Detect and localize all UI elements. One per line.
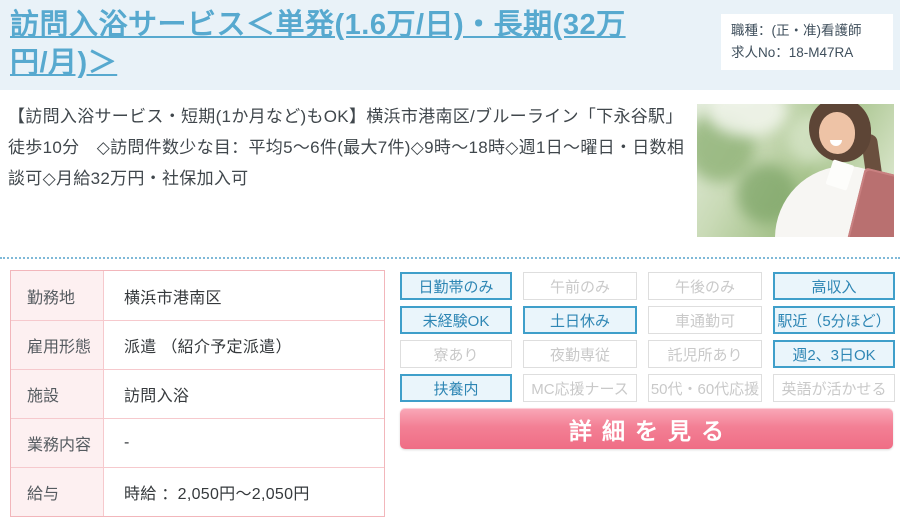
photo-face [819, 112, 855, 154]
job-number-text: 求人No：18-M47RA [731, 45, 854, 60]
table-row: 給与 時給 ：2,050円〜2,050円 [11, 467, 384, 516]
row-label: 業務内容 [11, 419, 104, 467]
row-value: 派遣 （紹介予定派遣） [104, 321, 384, 369]
row-value: 訪問入浴 [104, 370, 384, 418]
row-label: 施設 [11, 370, 104, 418]
feature-tags-grid: 日勤帯のみ 午前のみ 午後のみ 高収入 未経験OK 土日休み 車通勤可 駅近（5… [400, 272, 895, 402]
occupation-text: 職種：(正・准)看護師 [731, 23, 862, 38]
table-row: 業務内容 - [11, 418, 384, 467]
row-label: 勤務地 [11, 271, 104, 320]
tag-high-income: 高収入 [773, 272, 895, 300]
header-band: 訪問入浴サービス＜単発(1.6万/日)・長期(32万円/月)＞ 職種：(正・准)… [0, 0, 900, 90]
tag-mc-support-nurse: MC応援ナース [523, 374, 637, 402]
tag-dependent-ok: 扶養内 [400, 374, 512, 402]
tag-2-3-days-week: 週2、3日OK [773, 340, 895, 368]
tag-afternoon-only: 午後のみ [648, 272, 762, 300]
tag-morning-only: 午前のみ [523, 272, 637, 300]
tag-dormitory: 寮あり [400, 340, 512, 368]
tag-night-shift-only: 夜勤専従 [523, 340, 637, 368]
table-row: 雇用形態 派遣 （紹介予定派遣） [11, 320, 384, 369]
tag-english-usable: 英語が活かせる [773, 374, 895, 402]
dotted-divider [0, 257, 900, 259]
view-details-button[interactable]: 詳細を見る [400, 408, 893, 449]
row-label: 雇用形態 [11, 321, 104, 369]
job-info-box: 職種：(正・准)看護師 求人No：18-M47RA [721, 14, 893, 70]
job-details-table: 勤務地 横浜市港南区 雇用形態 派遣 （紹介予定派遣） 施設 訪問入浴 業務内容… [10, 270, 385, 517]
tag-50s-60s-welcome: 50代・60代応援 [648, 374, 762, 402]
tag-childcare: 託児所あり [648, 340, 762, 368]
tag-day-shift-only: 日勤帯のみ [400, 272, 512, 300]
photo-smile [830, 140, 842, 146]
row-value: 時給 ：2,050円〜2,050円 [104, 468, 384, 516]
table-row: 施設 訪問入浴 [11, 369, 384, 418]
row-label: 給与 [11, 468, 104, 516]
row-value: 横浜市港南区 [104, 271, 384, 320]
tag-no-experience-ok: 未経験OK [400, 306, 512, 334]
tag-weekends-off: 土日休み [523, 306, 637, 334]
tag-car-commute-ok: 車通勤可 [648, 306, 762, 334]
job-title-link[interactable]: 訪問入浴サービス＜単発(1.6万/日)・長期(32万円/月)＞ [10, 9, 626, 79]
nurse-photo [697, 104, 894, 237]
tag-near-station: 駅近（5分ほど） [773, 306, 895, 334]
row-value: - [104, 419, 384, 467]
job-summary-text: 【訪問入浴サービス・短期(1か月など)もOK】横浜市港南区/ブルーライン「下永谷… [8, 107, 685, 188]
table-row: 勤務地 横浜市港南区 [11, 271, 384, 320]
